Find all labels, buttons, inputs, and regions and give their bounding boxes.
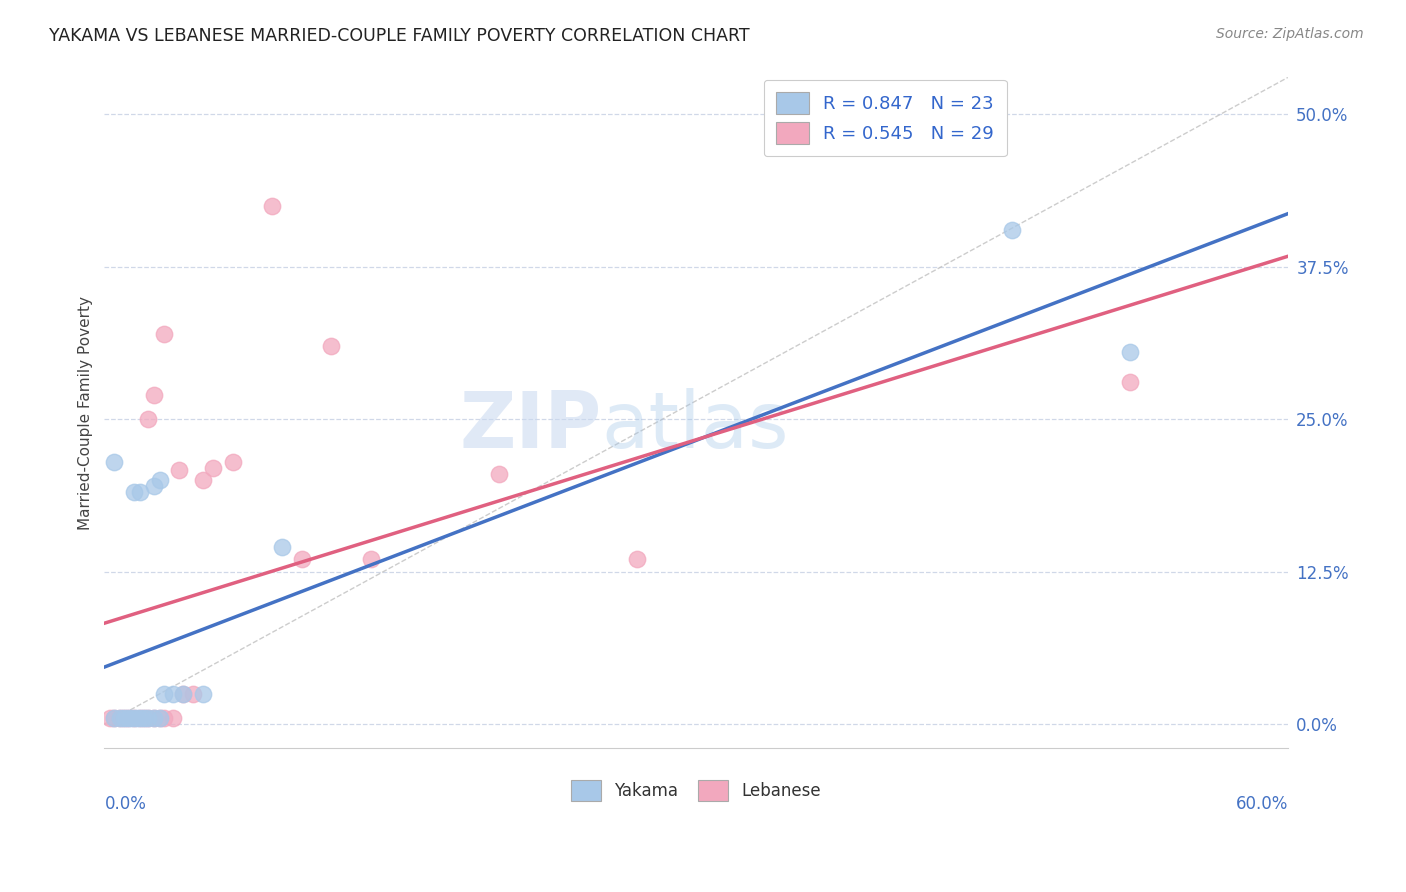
Point <box>112 711 135 725</box>
Point <box>191 687 214 701</box>
Point <box>108 711 131 725</box>
Point <box>1119 345 1142 359</box>
Legend: Yakama, Lebanese: Yakama, Lebanese <box>564 773 828 807</box>
Text: atlas: atlas <box>602 388 789 465</box>
Point <box>132 711 155 725</box>
Point <box>149 473 172 487</box>
Point <box>191 473 214 487</box>
Point <box>201 461 224 475</box>
Point <box>132 711 155 725</box>
Point <box>128 711 150 725</box>
Point <box>103 711 125 725</box>
Point <box>360 552 382 566</box>
Point <box>172 687 194 701</box>
Point <box>136 711 159 725</box>
Point <box>172 687 194 701</box>
Text: 0.0%: 0.0% <box>104 796 146 814</box>
Point <box>128 485 150 500</box>
Point <box>152 711 174 725</box>
Point <box>122 485 145 500</box>
Point <box>136 711 159 725</box>
Point <box>112 711 135 725</box>
Point <box>142 711 165 725</box>
Point <box>108 711 131 725</box>
Point <box>103 711 125 725</box>
Point <box>142 387 165 401</box>
Point <box>142 479 165 493</box>
Point <box>169 463 191 477</box>
Text: 60.0%: 60.0% <box>1236 796 1288 814</box>
Text: ZIP: ZIP <box>460 388 602 465</box>
Point <box>149 711 172 725</box>
Point <box>221 455 243 469</box>
Text: Source: ZipAtlas.com: Source: ZipAtlas.com <box>1216 27 1364 41</box>
Point <box>271 540 294 554</box>
Point <box>103 455 125 469</box>
Point <box>117 711 139 725</box>
Point <box>152 687 174 701</box>
Y-axis label: Married-Couple Family Poverty: Married-Couple Family Poverty <box>79 296 93 530</box>
Text: YAKAMA VS LEBANESE MARRIED-COUPLE FAMILY POVERTY CORRELATION CHART: YAKAMA VS LEBANESE MARRIED-COUPLE FAMILY… <box>49 27 749 45</box>
Point <box>149 711 172 725</box>
Point <box>152 326 174 341</box>
Point <box>162 687 184 701</box>
Point <box>321 339 343 353</box>
Point <box>142 711 165 725</box>
Point <box>121 711 143 725</box>
Point <box>1119 376 1142 390</box>
Point <box>162 711 184 725</box>
Point <box>128 711 150 725</box>
Point <box>125 711 148 725</box>
Point <box>136 412 159 426</box>
Point <box>122 711 145 725</box>
Point <box>260 198 283 212</box>
Point <box>181 687 204 701</box>
Point <box>117 711 139 725</box>
Point <box>291 552 314 566</box>
Point <box>98 711 121 725</box>
Point <box>1001 223 1024 237</box>
Point <box>488 467 510 481</box>
Point <box>626 552 648 566</box>
